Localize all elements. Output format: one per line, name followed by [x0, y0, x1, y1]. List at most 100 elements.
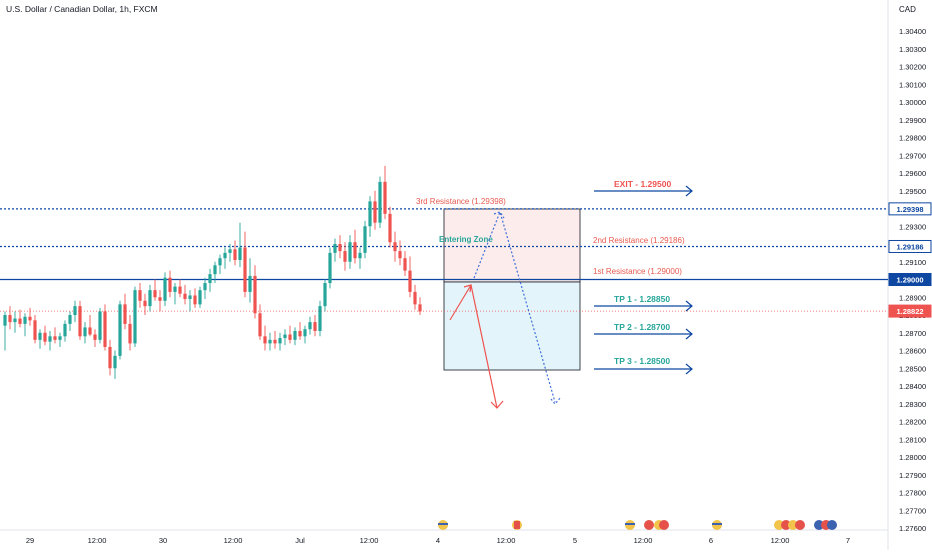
candle-body [183, 293, 187, 300]
candle-body [48, 336, 52, 342]
x-tick-label: 7 [846, 536, 850, 545]
candle-body [148, 290, 152, 307]
us-flag-icon[interactable] [438, 520, 448, 530]
candle-body [53, 336, 57, 340]
candle-body [163, 277, 167, 301]
us-flag-icon[interactable] [712, 520, 722, 530]
target-zone-box[interactable] [443, 281, 581, 371]
label-2nd-resistance: 2nd Resistance (1.29186) [593, 236, 685, 245]
x-tick-label: 12:00 [634, 536, 653, 545]
candle-body [263, 336, 267, 344]
x-tick-label: 12:00 [88, 536, 107, 545]
candle-body [228, 249, 232, 253]
candle-body [393, 242, 397, 252]
candle-body [403, 258, 407, 271]
y-tick-label: 1.28400 [899, 382, 926, 391]
exit-arrow-icon [594, 185, 693, 197]
candle-body [303, 329, 307, 337]
candle-body [418, 304, 422, 312]
candle-body [328, 252, 332, 284]
price-tag-box [888, 239, 932, 253]
price-tag-label: 1.29000 [896, 276, 923, 285]
candle-body [108, 346, 112, 369]
y-tick-label: 1.29800 [899, 134, 926, 143]
y-tick-label: 1.30200 [899, 63, 926, 72]
candle-body [363, 226, 367, 253]
candle-body [368, 201, 372, 227]
candle-body [98, 311, 102, 340]
price-tag-box [888, 202, 932, 216]
entering-zone-box[interactable] [443, 208, 581, 283]
candle-body [398, 251, 402, 259]
candle-body [73, 306, 77, 315]
x-tick-label: 12:00 [360, 536, 379, 545]
x-tick-label: 12:00 [497, 536, 516, 545]
candle-body [23, 316, 27, 324]
candle-body [133, 290, 137, 344]
y-tick-label: 1.29700 [899, 151, 926, 160]
candle-body [93, 334, 97, 340]
y-tick-label: 1.28600 [899, 347, 926, 356]
label-1st-resistance: 1st Resistance (1.29000) [593, 267, 682, 276]
y-tick-label: 1.28700 [899, 329, 926, 338]
us-flag-icon[interactable] [774, 520, 805, 530]
candle-body [203, 283, 207, 291]
label-entering-zone: Entering Zone [439, 235, 493, 244]
candle-body [373, 201, 377, 223]
x-tick-label: 12:00 [771, 536, 790, 545]
x-tick-label: 6 [709, 536, 713, 545]
candle-body [173, 286, 177, 292]
us-flag-icon[interactable] [625, 520, 635, 530]
candle-body [103, 311, 107, 347]
candle-body [408, 270, 412, 292]
horizontal-levels [0, 208, 888, 312]
candle-body [388, 213, 392, 243]
candle-body [248, 275, 252, 292]
candle-body [383, 181, 387, 214]
y-tick-label: 1.27700 [899, 506, 926, 515]
candle-body [238, 247, 242, 260]
y-tick-label: 1.28100 [899, 435, 926, 444]
us-flag-icon[interactable] [814, 520, 837, 530]
candle-body [8, 315, 12, 323]
candle-body [58, 336, 62, 340]
y-tick-label: 1.29300 [899, 222, 926, 231]
candle-body [63, 323, 67, 337]
y-tick-label: 1.27800 [899, 489, 926, 498]
candle-body [28, 316, 32, 321]
candle-body [78, 306, 82, 337]
y-tick-label: 1.30400 [899, 27, 926, 36]
candle-body [83, 327, 87, 337]
y-tick-label: 1.27900 [899, 471, 926, 480]
y-tick-label: 1.28200 [899, 418, 926, 427]
candle-body [33, 320, 37, 340]
y-tick-label: 1.28000 [899, 453, 926, 462]
price-tags: 1.29398 1.29186 1.29000 1.28822 [888, 202, 932, 318]
candle-body [138, 290, 142, 301]
candle-body [188, 295, 192, 300]
candle-body [218, 258, 222, 266]
candle-body [118, 304, 122, 356]
candle-body [168, 277, 172, 292]
candle-body [333, 244, 337, 253]
ca-flag-icon[interactable] [644, 520, 654, 530]
candle-body [343, 251, 347, 262]
economic-events[interactable] [438, 520, 837, 530]
candle-body [143, 300, 147, 307]
us-flag-icon[interactable] [654, 520, 669, 530]
red-path-down [470, 284, 498, 409]
ca-flag-icon[interactable] [512, 520, 522, 530]
price-tag-box [888, 273, 932, 286]
candle-body [128, 323, 132, 344]
candle-body [158, 297, 162, 301]
y-tick-label: 1.29100 [899, 258, 926, 267]
candle-body [348, 242, 352, 262]
candles-series [3, 165, 422, 379]
blue-down-arrowhead-icon [550, 396, 562, 405]
y-tick-label: 1.30300 [899, 45, 926, 54]
y-tick-label: 1.29600 [899, 169, 926, 178]
candle-body [353, 242, 357, 259]
time-axis[interactable]: 29 12:00 30 12:00 Jul 12:00 4 12:00 5 12:00 6 12:00… [26, 536, 850, 545]
